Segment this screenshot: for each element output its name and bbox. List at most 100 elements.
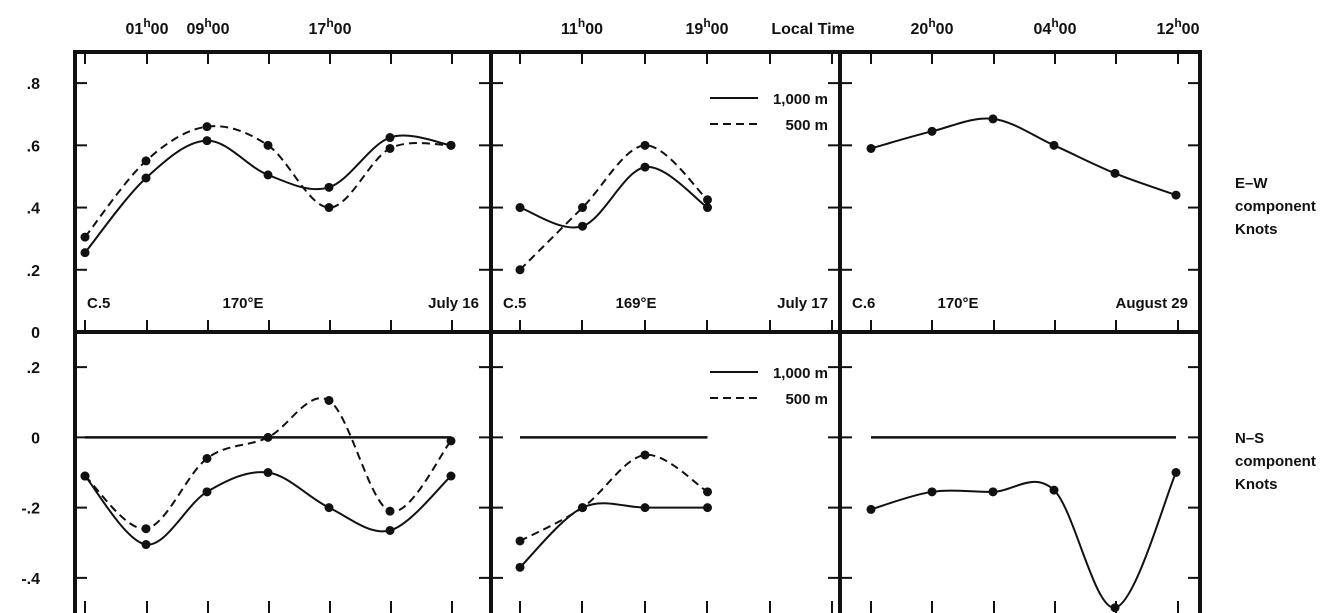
ew-data-point — [927, 126, 937, 136]
ew-label: E–W — [1235, 175, 1268, 192]
date-label: August 29 — [1115, 295, 1188, 312]
longitude-label: 170°E — [937, 295, 978, 312]
legend-label: 500 m — [785, 117, 828, 134]
panel-2: C.5 169°E July 17 1,000 m 1,000 m 500 m 500 m — [503, 91, 828, 572]
ns-data-point — [446, 471, 456, 481]
ew-data-point — [988, 114, 998, 124]
ns-data-point — [80, 471, 90, 481]
time-tick-label: 19h00 — [686, 16, 729, 38]
ns-data-point — [1049, 485, 1059, 495]
panel-1: C.5 170°E July 16 — [80, 122, 479, 550]
ew-label: Knots — [1235, 221, 1278, 238]
ew-data-point — [640, 162, 650, 172]
time-tick-label: 09h00 — [187, 16, 230, 38]
ew-data-point — [578, 221, 587, 231]
legend-label: 500 m — [785, 391, 828, 408]
time-tick-label: 11h00 — [561, 16, 603, 38]
y-tick-label-top: .8 — [27, 76, 40, 93]
ew-data-point — [324, 203, 334, 213]
ew-series-1000m-line — [84, 134, 452, 254]
y-tick-label-bottom: 0 — [31, 430, 40, 447]
ew-data-point — [1110, 168, 1120, 178]
ns-series-500m-line — [519, 453, 709, 542]
ns-data-point — [927, 487, 937, 497]
time-tick-label: 12h00 — [1157, 16, 1200, 38]
ns-data-point — [640, 503, 650, 513]
ns-data-point — [703, 487, 712, 497]
ew-series-1000m-line — [519, 166, 709, 229]
ns-data-point — [640, 450, 650, 460]
side-labels: E–W component Knots N–S component Knots — [1235, 175, 1316, 493]
ew-data-point — [263, 140, 273, 150]
ew-data-point — [80, 232, 90, 242]
y-tick-label-bottom: .2 — [27, 360, 40, 377]
ew-data-point — [703, 203, 712, 213]
station-label: C.6 — [852, 295, 875, 312]
panel-3: C.6 170°E August 29 — [852, 114, 1188, 613]
ns-data-point — [1110, 603, 1120, 613]
y-tick-label-top: .4 — [27, 201, 40, 218]
station-label: C.5 — [503, 295, 526, 312]
legend-label: 1,000 m — [773, 365, 828, 382]
time-tick-label: 17h00 — [309, 16, 352, 38]
legend-label: 1,000 m — [773, 91, 828, 108]
ew-series-1000m-line — [870, 117, 1177, 197]
ns-data-point — [703, 503, 712, 513]
ew-data-point — [1171, 190, 1181, 200]
ew-data-point — [515, 265, 525, 275]
ew-data-point — [385, 133, 395, 143]
time-tick-label: 20h00 — [911, 16, 954, 38]
x-ticks — [84, 52, 1179, 613]
ns-series-1000m-line — [870, 472, 1177, 609]
y-tick-label-top: 0 — [31, 325, 40, 342]
ew-data-point — [703, 195, 712, 205]
ew-data-point — [1049, 140, 1059, 150]
ew-data-point — [578, 203, 587, 213]
ns-data-point — [385, 506, 395, 516]
ns-data-point — [141, 540, 151, 550]
ns-series-1000m-line — [519, 502, 708, 569]
time-axis: 01h00 09h00 17h00 11h00 19h00 20h00 04h00 12h00… — [126, 16, 1200, 38]
ns-data-point — [202, 453, 212, 463]
ns-data-point — [324, 395, 334, 405]
ew-data-point — [324, 182, 334, 192]
ew-data-point — [385, 143, 395, 153]
outer-frame — [73, 50, 1202, 613]
ns-data-point — [515, 536, 525, 546]
ns-data-point — [1171, 468, 1181, 477]
date-label: July 16 — [428, 295, 479, 312]
ns-label: component — [1235, 453, 1316, 470]
date-label: July 17 — [777, 295, 828, 312]
ns-label: N–S — [1235, 430, 1264, 447]
ew-data-point — [141, 156, 151, 166]
time-tick-label: 01h00 — [126, 16, 169, 38]
ns-series-1000m-line — [84, 471, 452, 546]
y-tick-label-bottom: -.4 — [21, 571, 40, 588]
ns-data-point — [988, 487, 998, 497]
ns-data-point — [324, 503, 334, 513]
ns-data-point — [578, 503, 587, 513]
y-tick-label-bottom: -.2 — [21, 501, 40, 518]
ew-data-point — [640, 140, 650, 150]
ns-series-500m-line — [84, 397, 452, 530]
y-tick-label-top: .2 — [27, 263, 40, 280]
ns-data-point — [446, 436, 456, 446]
time-tick-label: 04h00 — [1034, 16, 1077, 38]
longitude-label: 170°E — [222, 295, 263, 312]
y-axes: .8 .6 .4 .2 0 .2 0 -.2 -.4 — [21, 76, 1200, 588]
longitude-label: 169°E — [615, 295, 656, 312]
time-axis-label: Local Time — [771, 21, 854, 38]
ew-label: component — [1235, 198, 1316, 215]
ew-data-point — [866, 143, 876, 153]
ew-series-500m-line — [519, 144, 709, 271]
ew-data-point — [263, 170, 273, 180]
ew-data-point — [446, 140, 456, 150]
y-tick-label-top: .6 — [27, 138, 40, 155]
ew-data-point — [202, 122, 212, 132]
ew-data-point — [80, 248, 90, 258]
ns-data-point — [385, 525, 395, 535]
station-label: C.5 — [87, 295, 110, 312]
ns-data-point — [141, 524, 151, 534]
ew-data-point — [202, 136, 212, 146]
